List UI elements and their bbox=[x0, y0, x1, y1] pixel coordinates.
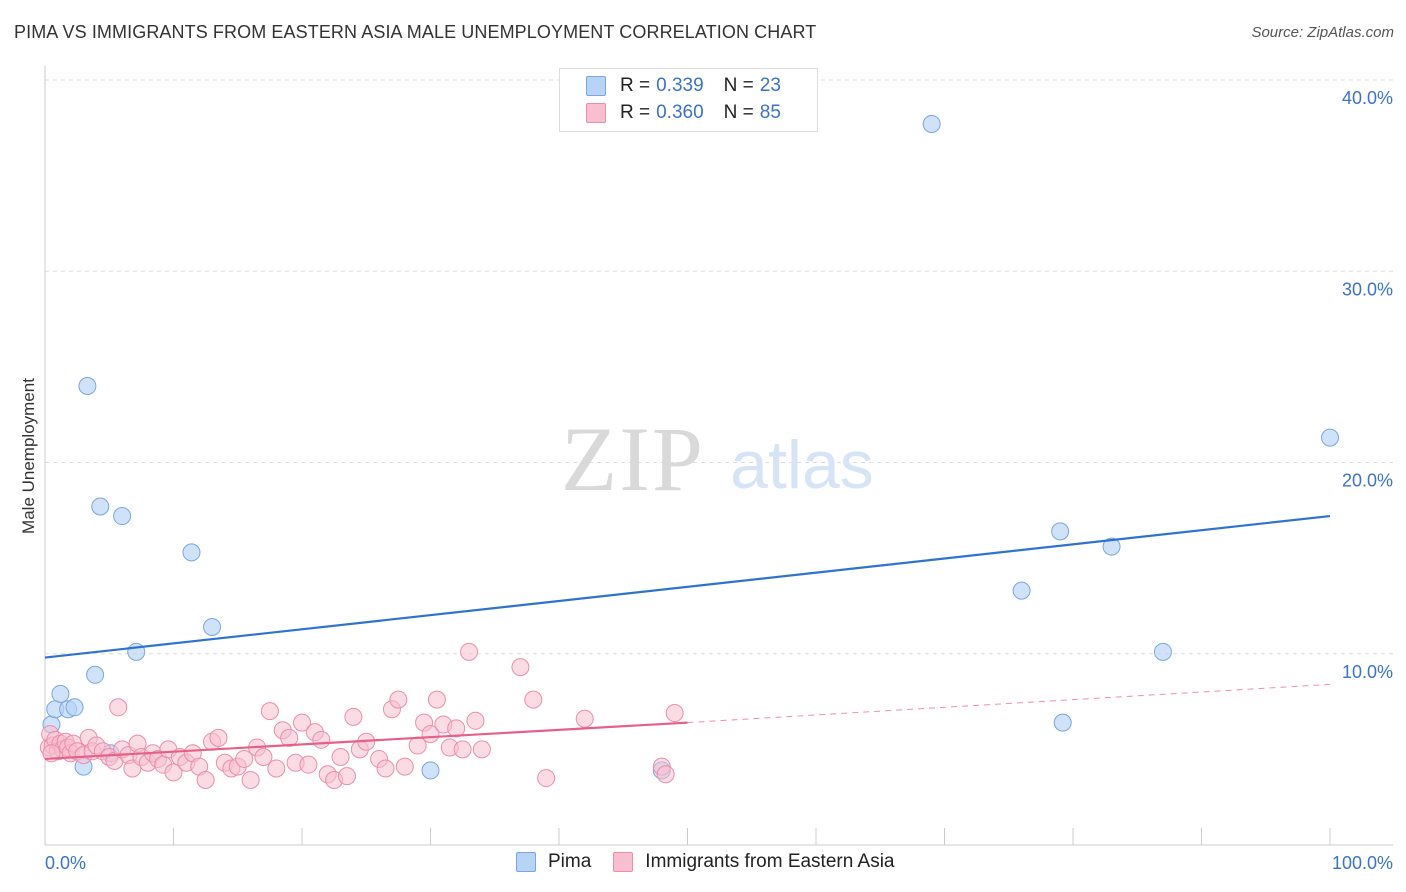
immigrants-point bbox=[395, 757, 414, 776]
immigrants-points bbox=[39, 642, 684, 789]
y-tick-label: 10.0% bbox=[1342, 662, 1393, 682]
immigrants-point bbox=[447, 719, 466, 738]
watermark-atlas: atlas bbox=[730, 427, 874, 503]
pima-points bbox=[42, 114, 1339, 780]
immigrants-point bbox=[665, 704, 684, 723]
immigrants-point bbox=[466, 711, 485, 730]
immigrants-point bbox=[427, 690, 446, 709]
immigrants-point bbox=[293, 713, 311, 732]
x-tick-label: 100.0% bbox=[1332, 853, 1393, 873]
immigrants-point bbox=[511, 658, 530, 677]
pima-point bbox=[182, 543, 201, 562]
immigrants-point bbox=[376, 759, 395, 778]
legend-r-value-pima: 0.339 bbox=[656, 75, 704, 96]
immigrants-point bbox=[331, 748, 350, 767]
trend-lines bbox=[44, 514, 1331, 761]
legend-row-pima: R = 0.339 N = 23 bbox=[586, 73, 787, 99]
legend-n-label: N = bbox=[723, 75, 754, 96]
immigrants-point bbox=[453, 740, 472, 759]
immigrants-point bbox=[460, 642, 479, 661]
immigrants-point bbox=[337, 767, 356, 786]
pima-point bbox=[91, 497, 110, 516]
y-tick-label: 40.0% bbox=[1342, 88, 1393, 108]
pima-point bbox=[1053, 713, 1072, 732]
immigrants-point bbox=[235, 749, 254, 768]
immigrants-point bbox=[241, 770, 260, 789]
source-label: Source: ZipAtlas.com bbox=[1251, 24, 1394, 41]
immigrants-point bbox=[196, 770, 215, 789]
legend-label-pima: Pima bbox=[548, 851, 592, 872]
legend-swatch-pima bbox=[586, 76, 606, 96]
pima-point bbox=[1012, 581, 1031, 600]
legend-item-pima: Pima bbox=[516, 851, 591, 873]
immigrants-point bbox=[109, 698, 128, 717]
immigrants-point bbox=[260, 702, 279, 721]
pima-trend-line bbox=[44, 514, 1331, 659]
pima-point bbox=[1153, 642, 1172, 661]
pima-point bbox=[65, 698, 84, 717]
pima-point bbox=[1051, 522, 1070, 541]
legend-item-immigrants: Immigrants from Eastern Asia bbox=[613, 851, 895, 873]
pima-point bbox=[51, 684, 70, 703]
y-axis-label: Male Unemployment bbox=[19, 378, 38, 534]
immigrants-point bbox=[575, 709, 594, 728]
legend-n-value-pima: 23 bbox=[759, 75, 781, 96]
immigrants-trend-line bbox=[44, 721, 688, 761]
legend-n-value-immigrants: 85 bbox=[759, 102, 781, 123]
series-legend: Pima Immigrants from Eastern Asia bbox=[516, 851, 917, 873]
pima-point bbox=[203, 617, 222, 636]
legend-swatch-immigrants bbox=[613, 852, 634, 872]
legend-row-immigrants: R = 0.360 N = 85 bbox=[586, 100, 787, 126]
pima-point bbox=[1102, 537, 1121, 556]
pima-point bbox=[78, 377, 97, 395]
immigrants-trend-extension bbox=[687, 683, 1331, 724]
y-tick-label: 20.0% bbox=[1342, 471, 1393, 491]
y-tick-label: 30.0% bbox=[1342, 279, 1393, 299]
pima-point bbox=[421, 761, 440, 780]
x-tick-label: 0.0% bbox=[45, 853, 86, 873]
immigrants-point bbox=[656, 765, 675, 784]
immigrants-point bbox=[280, 728, 299, 747]
pima-point bbox=[86, 665, 105, 684]
pima-point bbox=[113, 507, 132, 526]
immigrants-point bbox=[299, 755, 318, 774]
chart-title: PIMA VS IMMIGRANTS FROM EASTERN ASIA MAL… bbox=[14, 22, 817, 42]
immigrants-point bbox=[472, 740, 491, 759]
immigrants-point bbox=[254, 748, 273, 767]
immigrants-point bbox=[537, 769, 556, 788]
legend-label-immigrants: Immigrants from Eastern Asia bbox=[645, 851, 895, 872]
grid-lines bbox=[45, 79, 1393, 655]
axis-labels: Male Unemployment 10.0% 20.0% 30.0% 40.0% 0.0… bbox=[19, 88, 1393, 873]
immigrants-point bbox=[209, 728, 228, 747]
pima-point bbox=[1321, 428, 1339, 447]
watermark: ZIP atlas bbox=[561, 408, 874, 510]
legend-r-label: R = bbox=[620, 75, 651, 96]
legend-r-value-immigrants: 0.360 bbox=[656, 102, 704, 123]
immigrants-point bbox=[312, 730, 331, 749]
axes bbox=[44, 66, 1393, 846]
pima-point bbox=[922, 114, 941, 133]
immigrants-point bbox=[389, 690, 408, 709]
legend-n-label: N = bbox=[723, 102, 754, 123]
watermark-zip: ZIP bbox=[561, 408, 705, 510]
correlation-legend: R = 0.339 N = 23 R = 0.360 N = 85 bbox=[559, 68, 818, 132]
immigrants-point bbox=[344, 707, 363, 726]
immigrants-point bbox=[524, 690, 543, 709]
legend-r-label: R = bbox=[620, 102, 651, 123]
immigrants-point bbox=[164, 763, 183, 782]
legend-swatch-immigrants bbox=[586, 103, 606, 123]
immigrants-point bbox=[267, 759, 286, 778]
legend-swatch-pima bbox=[516, 852, 536, 872]
